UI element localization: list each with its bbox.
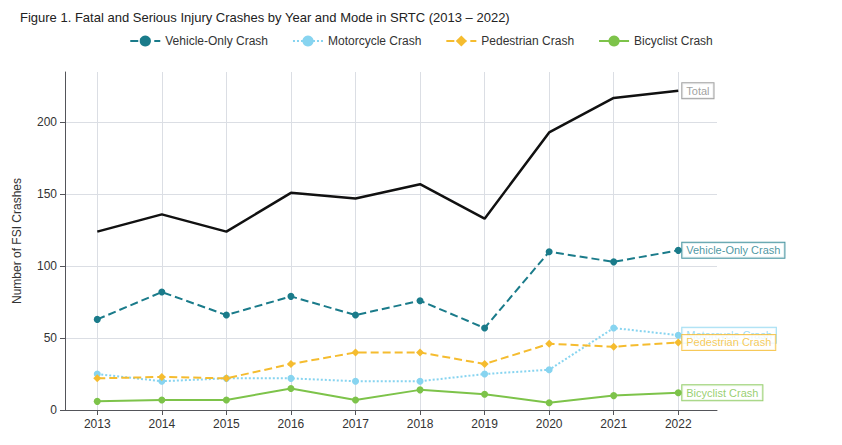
- svg-text:100: 100: [37, 259, 57, 273]
- svg-text:2019: 2019: [471, 417, 498, 431]
- svg-text:2020: 2020: [536, 417, 563, 431]
- svg-text:2022: 2022: [665, 417, 692, 431]
- svg-text:2014: 2014: [148, 417, 175, 431]
- svg-text:2018: 2018: [407, 417, 434, 431]
- svg-text:2021: 2021: [600, 417, 627, 431]
- svg-text:Vehicle-Only Crash: Vehicle-Only Crash: [165, 34, 268, 48]
- svg-text:Vehicle-Only Crash: Vehicle-Only Crash: [686, 244, 780, 256]
- svg-text:Motorcycle Crash: Motorcycle Crash: [328, 34, 421, 48]
- svg-text:Bicyclist Crash: Bicyclist Crash: [686, 387, 758, 399]
- svg-text:50: 50: [44, 331, 58, 345]
- svg-text:Number of FSI Crashes: Number of FSI Crashes: [10, 178, 24, 304]
- svg-text:150: 150: [37, 187, 57, 201]
- svg-text:2017: 2017: [342, 417, 369, 431]
- svg-text:2013: 2013: [84, 417, 111, 431]
- svg-text:2016: 2016: [278, 417, 305, 431]
- svg-text:Total: Total: [686, 85, 709, 97]
- svg-text:2015: 2015: [213, 417, 240, 431]
- svg-text:200: 200: [37, 115, 57, 129]
- svg-text:Figure 1. Fatal and Serious In: Figure 1. Fatal and Serious Injury Crash…: [20, 10, 510, 25]
- svg-text:Pedestrian Crash: Pedestrian Crash: [481, 34, 574, 48]
- svg-text:Pedestrian Crash: Pedestrian Crash: [686, 336, 771, 348]
- svg-text:Bicyclist Crash: Bicyclist Crash: [634, 34, 713, 48]
- svg-text:0: 0: [50, 403, 57, 417]
